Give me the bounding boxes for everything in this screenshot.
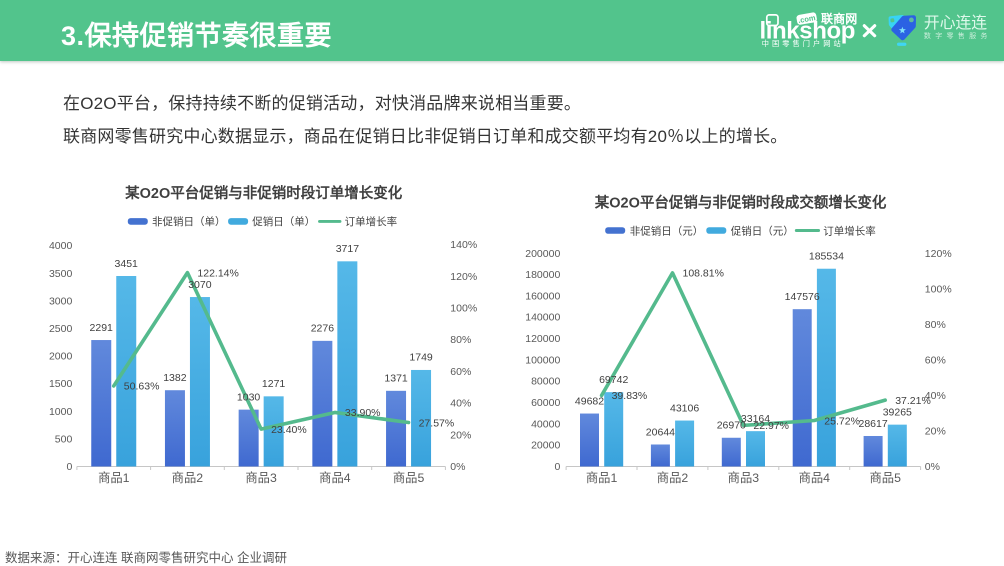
svg-text:33164: 33164 [741,413,770,425]
svg-text:非促销日（单）: 非促销日（单） [152,215,226,228]
svg-text:20000: 20000 [531,440,560,452]
svg-text:商品3: 商品3 [245,470,277,485]
svg-text:100%: 100% [450,303,477,315]
svg-text:69742: 69742 [599,374,628,386]
svg-text:商品3: 商品3 [728,470,760,485]
svg-text:0%: 0% [925,461,940,473]
svg-text:.com: .com [797,13,816,25]
svg-text:商品4: 商品4 [799,470,831,485]
svg-text:80%: 80% [450,334,471,346]
svg-text:22.97%: 22.97% [753,420,789,432]
svg-text:1030: 1030 [237,391,261,403]
svg-text:订单增长率: 订单增长率 [345,215,398,228]
svg-text:40000: 40000 [531,418,560,430]
svg-text:39.83%: 39.83% [612,390,648,402]
svg-text:1382: 1382 [163,372,187,384]
svg-text:26970: 26970 [717,420,746,432]
svg-text:2000: 2000 [49,351,73,363]
svg-text:147576: 147576 [785,291,820,303]
svg-text:某O2O平台促销与非促销时段订单增长变化: 某O2O平台促销与非促销时段订单增长变化 [125,184,403,202]
svg-text:商品2: 商品2 [172,470,204,485]
svg-text:27.57%: 27.57% [419,417,455,429]
svg-text:商品1: 商品1 [586,470,618,485]
svg-text:开心连连: 开心连连 [924,14,987,32]
svg-text:25.72%: 25.72% [824,415,860,427]
svg-text:50.63%: 50.63% [124,381,160,393]
svg-text:促销日（元）: 促销日（元） [731,224,794,237]
svg-text:49682: 49682 [575,395,604,407]
svg-text:100%: 100% [925,283,952,295]
svg-text:3070: 3070 [188,279,212,291]
svg-text:1371: 1371 [384,373,408,385]
svg-text:40%: 40% [450,398,471,410]
svg-text:2291: 2291 [90,322,114,334]
svg-text:120000: 120000 [525,333,560,345]
svg-text:40%: 40% [925,390,946,402]
svg-text:140000: 140000 [525,312,560,324]
svg-text:0: 0 [66,461,72,473]
svg-text:20%: 20% [925,425,946,437]
svg-text:促销日（单）: 促销日（单） [252,215,315,228]
svg-text:28617: 28617 [858,418,887,430]
svg-text:4000: 4000 [49,240,73,252]
svg-text:100000: 100000 [525,354,560,366]
svg-text:联商网: 联商网 [821,11,857,26]
svg-text:80%: 80% [925,319,946,331]
svg-text:37.21%: 37.21% [895,395,931,407]
svg-text:商品4: 商品4 [319,470,351,485]
svg-text:43106: 43106 [670,402,699,414]
svg-text:1749: 1749 [409,352,433,364]
svg-text:60%: 60% [450,366,471,378]
svg-text:1271: 1271 [262,378,286,390]
svg-text:商品2: 商品2 [657,470,689,485]
svg-text:中国零售门户网站: 中国零售门户网站 [762,39,844,48]
svg-text:某O2O平台促销与非促销时段成交额增长变化: 某O2O平台促销与非促销时段成交额增长变化 [595,194,887,212]
svg-text:0%: 0% [450,461,465,473]
svg-text:数字零售服务: 数字零售服务 [924,31,992,40]
svg-text:180000: 180000 [525,269,560,281]
svg-text:2276: 2276 [311,323,335,335]
svg-text:60%: 60% [925,354,946,366]
svg-text:160000: 160000 [525,290,560,302]
svg-text:500: 500 [55,433,73,445]
svg-text:33.90%: 33.90% [345,407,381,419]
svg-text:非促销日（元）: 非促销日（元） [630,224,704,237]
svg-text:39265: 39265 [883,406,912,418]
svg-text:23.40%: 23.40% [271,424,307,436]
svg-text:3717: 3717 [336,243,360,255]
svg-text:1500: 1500 [49,378,73,390]
svg-text:80000: 80000 [531,376,560,388]
svg-text:3451: 3451 [115,258,139,270]
svg-text:200000: 200000 [525,248,560,260]
svg-text:20644: 20644 [646,426,675,438]
svg-text:商品5: 商品5 [393,470,425,485]
svg-text:185534: 185534 [809,251,844,263]
svg-text:120%: 120% [925,248,952,260]
svg-text:60000: 60000 [531,397,560,409]
svg-text:120%: 120% [450,271,477,283]
svg-text:140%: 140% [450,239,477,251]
svg-text:商品5: 商品5 [869,470,901,485]
svg-text:0: 0 [554,461,560,473]
svg-text:商品1: 商品1 [98,470,130,485]
svg-text:20%: 20% [450,429,471,441]
svg-text:122.14%: 122.14% [197,267,238,279]
svg-text:3500: 3500 [49,268,73,280]
svg-text:1000: 1000 [49,406,73,418]
svg-text:108.81%: 108.81% [683,268,724,280]
svg-text:2500: 2500 [49,323,73,335]
svg-text:3000: 3000 [49,295,73,307]
svg-text:订单增长率: 订单增长率 [823,224,876,237]
